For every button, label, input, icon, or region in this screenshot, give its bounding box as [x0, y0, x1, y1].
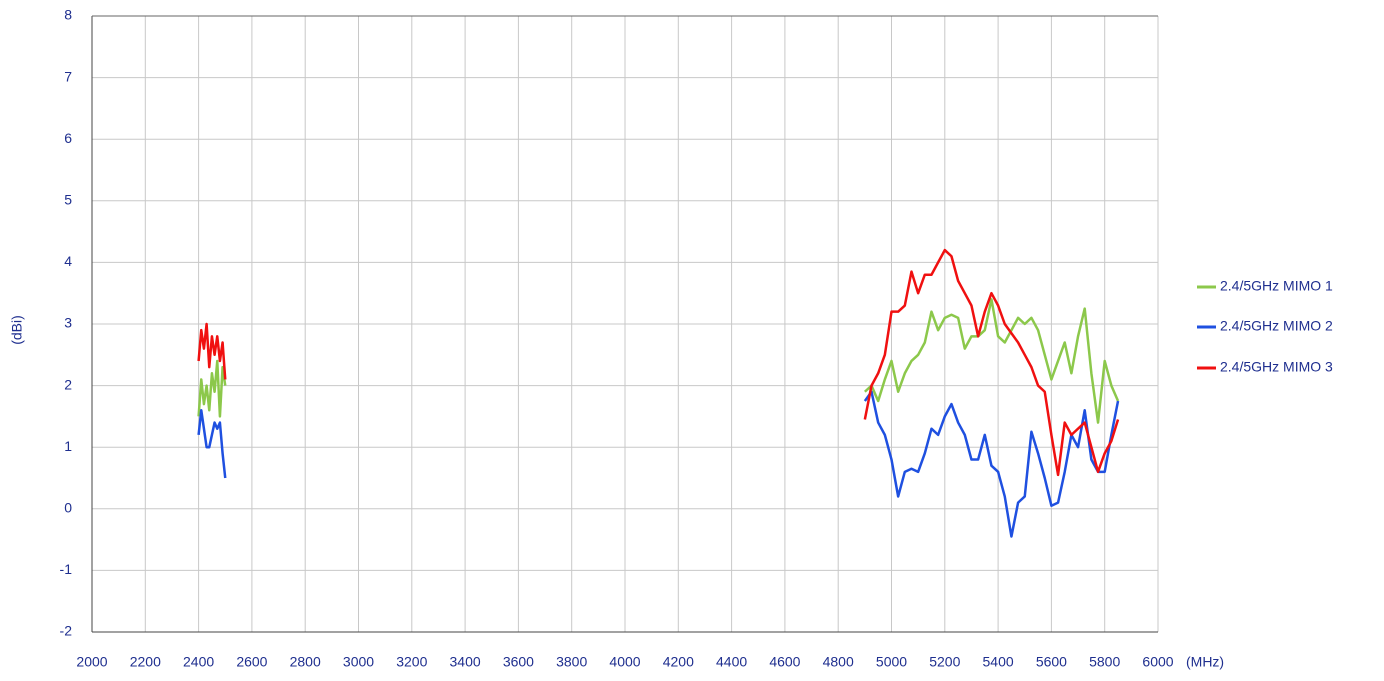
x-tick-label: 5200	[929, 654, 960, 670]
x-tick-label: 2800	[290, 654, 321, 670]
series-line	[197, 298, 1120, 424]
series-line	[197, 390, 1120, 538]
y-tick-label: 7	[64, 68, 72, 84]
x-tick-label: 5600	[1036, 654, 1067, 670]
series-line	[197, 248, 1120, 477]
legend-label: 2.4/5GHz MIMO 1	[1220, 278, 1333, 294]
x-tick-label: 5000	[876, 654, 907, 670]
x-tick-label: 2600	[236, 654, 267, 670]
y-tick-label: 2	[64, 376, 72, 392]
y-tick-label: 3	[64, 315, 72, 331]
x-tick-label: 4800	[823, 654, 854, 670]
legend-label: 2.4/5GHz MIMO 2	[1220, 318, 1333, 334]
x-tick-label: 4000	[609, 654, 640, 670]
y-tick-label: 6	[64, 130, 72, 146]
x-tick-label: 2000	[76, 654, 107, 670]
x-tick-label: 4400	[716, 654, 747, 670]
y-axis-label: (dBi)	[9, 315, 25, 345]
x-tick-label: 2400	[183, 654, 214, 670]
y-tick-label: 4	[64, 253, 72, 269]
legend-label: 2.4/5GHz MIMO 3	[1220, 359, 1333, 375]
y-tick-label: 1	[64, 438, 72, 454]
y-tick-label: -2	[60, 623, 73, 639]
x-tick-label: 3600	[503, 654, 534, 670]
x-tick-label: 4200	[663, 654, 694, 670]
x-axis-label: (MHz)	[1186, 654, 1224, 670]
y-tick-label: 0	[64, 500, 72, 516]
x-tick-label: 6000	[1142, 654, 1173, 670]
x-tick-label: 3000	[343, 654, 374, 670]
y-tick-label: 8	[64, 7, 72, 23]
x-tick-label: 5400	[983, 654, 1014, 670]
x-tick-label: 2200	[130, 654, 161, 670]
x-tick-label: 5800	[1089, 654, 1120, 670]
y-tick-label: 5	[64, 192, 72, 208]
x-tick-label: 3200	[396, 654, 427, 670]
y-tick-label: -1	[60, 561, 73, 577]
x-tick-label: 3400	[450, 654, 481, 670]
x-tick-label: 3800	[556, 654, 587, 670]
x-tick-label: 4600	[769, 654, 800, 670]
